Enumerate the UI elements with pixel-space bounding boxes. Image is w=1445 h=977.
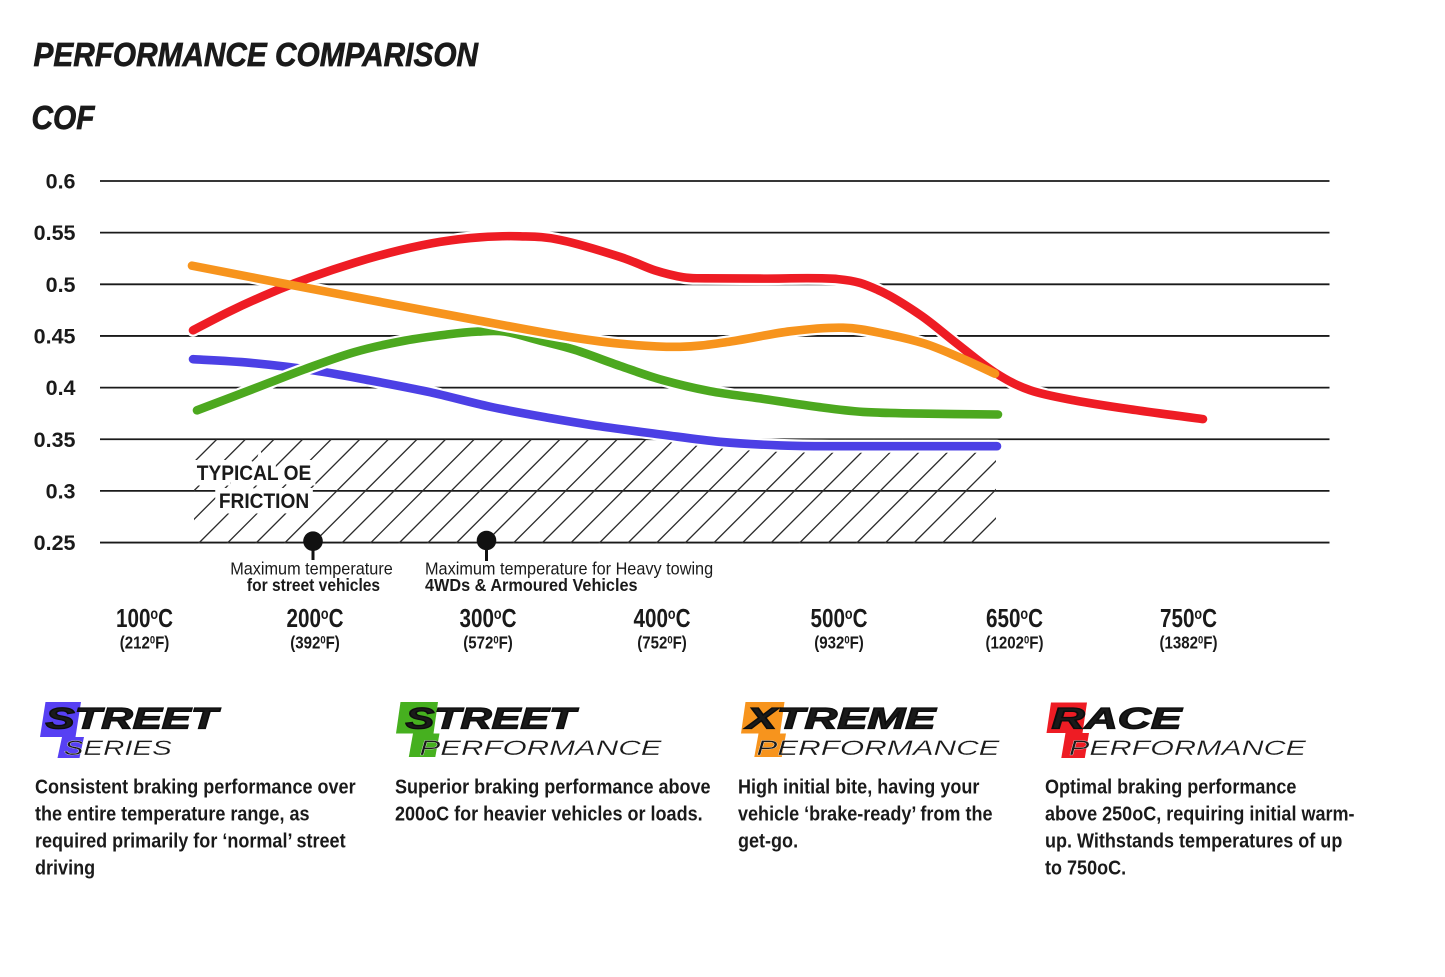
svg-text:STREET: STREET <box>46 703 222 736</box>
svg-text:RACE: RACE <box>1052 703 1183 736</box>
svg-text:(7520F): (7520F) <box>637 633 687 652</box>
svg-text:up. Withstands temperatures of: up. Withstands temperatures of up <box>1045 831 1342 853</box>
svg-text:0.5: 0.5 <box>46 273 76 297</box>
svg-text:0.35: 0.35 <box>34 428 76 452</box>
svg-text:300oC: 300oC <box>459 604 516 633</box>
svg-text:High initial bite, having your: High initial bite, having your <box>738 777 980 799</box>
svg-text:Maximum temperature for Heavy: Maximum temperature for Heavy towing <box>425 559 713 579</box>
svg-text:get-go.: get-go. <box>738 831 798 853</box>
svg-text:(9320F): (9320F) <box>814 633 864 652</box>
svg-text:PERFORMANCE: PERFORMANCE <box>1069 736 1307 760</box>
svg-text:FRICTION: FRICTION <box>219 490 309 513</box>
svg-text:(13820F): (13820F) <box>1160 633 1218 652</box>
svg-text:750oC: 750oC <box>1160 604 1217 633</box>
svg-text:PERFORMANCE COMPARISON: PERFORMANCE COMPARISON <box>34 36 480 73</box>
svg-text:(5720F): (5720F) <box>463 633 513 652</box>
svg-text:0.6: 0.6 <box>46 170 76 194</box>
svg-text:vehicle ‘brake-ready’ from the: vehicle ‘brake-ready’ from the <box>738 804 993 826</box>
svg-text:above 250oC, requiring initial: above 250oC, requiring initial warm- <box>1045 804 1355 826</box>
svg-text:650oC: 650oC <box>986 604 1043 633</box>
svg-text:0.3: 0.3 <box>46 479 76 503</box>
svg-text:(3920F): (3920F) <box>290 633 340 652</box>
svg-text:0.45: 0.45 <box>34 324 76 348</box>
svg-text:Consistent braking performance: Consistent braking performance over <box>35 777 356 799</box>
svg-text:PERFORMANCE: PERFORMANCE <box>757 736 1001 760</box>
svg-text:Optimal braking performance: Optimal braking performance <box>1045 777 1297 799</box>
svg-text:XTREME: XTREME <box>743 703 937 736</box>
svg-text:(12020F): (12020F) <box>986 633 1044 652</box>
svg-text:PERFORMANCE: PERFORMANCE <box>420 736 663 760</box>
svg-text:0.25: 0.25 <box>34 531 76 555</box>
svg-text:required primarily for ‘normal: required primarily for ‘normal’ street <box>35 831 346 853</box>
svg-text:for street vehicles: for street vehicles <box>247 575 380 595</box>
svg-text:100oC: 100oC <box>116 604 173 633</box>
svg-text:TYPICAL OE: TYPICAL OE <box>197 462 311 485</box>
svg-text:COF: COF <box>32 99 96 136</box>
svg-text:STREET: STREET <box>406 703 580 736</box>
svg-text:Maximum temperature: Maximum temperature <box>230 559 393 579</box>
svg-text:200oC for heavier vehicles or: 200oC for heavier vehicles or loads. <box>395 804 703 826</box>
svg-text:0.55: 0.55 <box>34 221 76 245</box>
svg-text:4WDs & Armoured Vehicles: 4WDs & Armoured Vehicles <box>425 575 638 595</box>
svg-text:400oC: 400oC <box>633 604 690 633</box>
svg-text:500oC: 500oC <box>810 604 867 633</box>
svg-text:the entire temperature range,: the entire temperature range, as <box>35 804 310 826</box>
svg-text:Superior braking performance a: Superior braking performance above <box>395 777 711 799</box>
svg-text:200oC: 200oC <box>286 604 343 633</box>
svg-text:to 750oC.: to 750oC. <box>1045 858 1126 880</box>
svg-text:(2120F): (2120F) <box>120 633 170 652</box>
svg-text:0.4: 0.4 <box>46 376 76 400</box>
svg-text:SERIES: SERIES <box>64 736 173 760</box>
svg-text:driving: driving <box>35 858 95 880</box>
